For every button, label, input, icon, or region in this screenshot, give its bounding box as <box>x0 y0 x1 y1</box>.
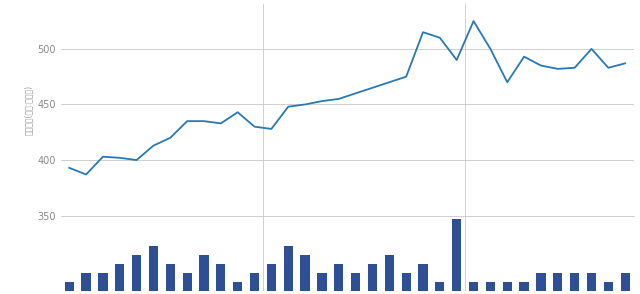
Bar <box>351 273 360 291</box>
Bar <box>267 264 276 291</box>
Bar <box>553 273 563 291</box>
Bar <box>182 273 192 291</box>
Bar <box>502 282 512 291</box>
Bar <box>166 264 175 291</box>
Bar <box>486 282 495 291</box>
Bar <box>200 255 209 291</box>
Bar <box>570 273 579 291</box>
Bar <box>284 246 293 291</box>
Bar <box>233 282 243 291</box>
Bar <box>401 273 411 291</box>
Bar <box>216 264 225 291</box>
Bar <box>520 282 529 291</box>
Bar <box>452 219 461 291</box>
Bar <box>300 255 310 291</box>
Bar <box>604 282 613 291</box>
Bar <box>149 246 158 291</box>
Bar <box>385 255 394 291</box>
Bar <box>65 282 74 291</box>
Y-axis label: 거래금액(단위:백만원): 거래금액(단위:백만원) <box>24 85 33 135</box>
Bar <box>368 264 377 291</box>
Bar <box>536 273 545 291</box>
Bar <box>334 264 344 291</box>
Bar <box>132 255 141 291</box>
Bar <box>99 273 108 291</box>
Bar <box>81 273 91 291</box>
Bar <box>469 282 478 291</box>
Bar <box>317 273 326 291</box>
Bar <box>587 273 596 291</box>
Bar <box>435 282 445 291</box>
Bar <box>621 273 630 291</box>
Bar <box>250 273 259 291</box>
Bar <box>115 264 124 291</box>
Bar <box>419 264 428 291</box>
